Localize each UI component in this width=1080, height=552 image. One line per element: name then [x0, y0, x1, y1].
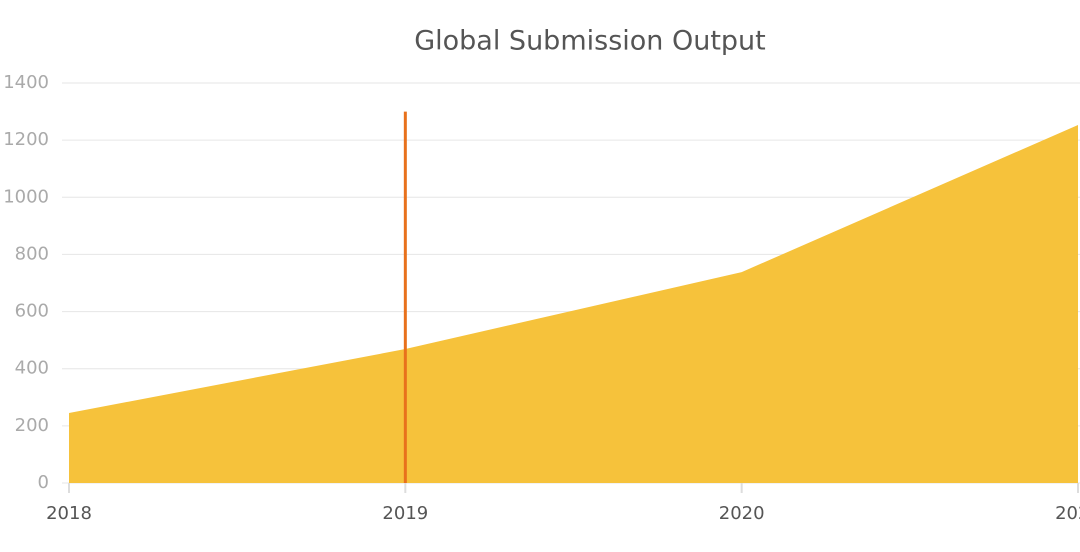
x-tick-label: 2021	[1055, 503, 1080, 524]
y-tick-label: 1000	[3, 186, 49, 207]
y-tick-label: 400	[15, 358, 49, 379]
x-tick-label: 2018	[46, 503, 92, 524]
y-tick-label: 0	[38, 472, 49, 493]
chart-title: Global Submission Output	[414, 26, 766, 57]
x-tick-label: 2019	[382, 503, 428, 524]
x-tick-label: 2020	[719, 503, 765, 524]
y-tick-label: 1400	[3, 72, 49, 93]
y-tick-label: 600	[15, 301, 49, 322]
y-tick-label: 200	[15, 415, 49, 436]
area	[69, 125, 1078, 483]
y-tick-label: 800	[15, 243, 49, 264]
y-tick-label: 1200	[3, 129, 49, 150]
